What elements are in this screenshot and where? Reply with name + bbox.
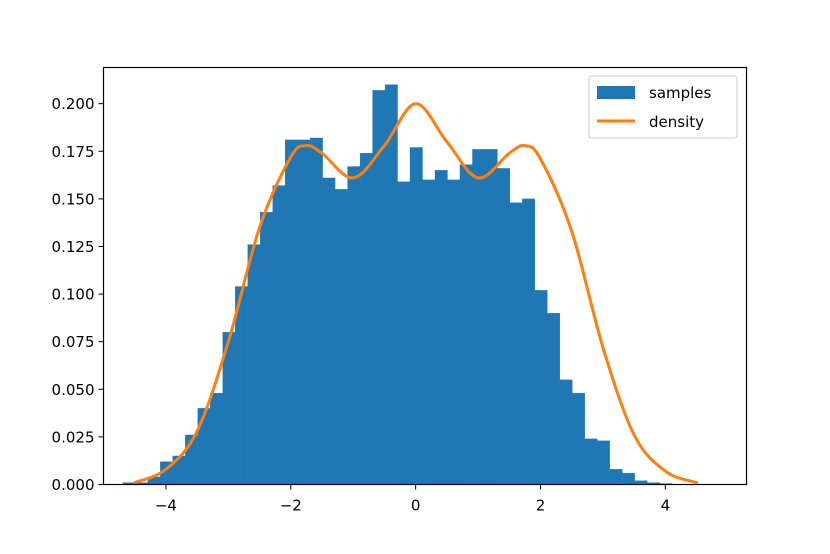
histogram-bars — [122, 84, 673, 485]
density-line — [133, 102, 699, 485]
legend: samples density — [588, 75, 738, 139]
histogram-bar — [472, 149, 486, 485]
histogram-bar — [597, 440, 610, 485]
histogram-bar — [235, 286, 248, 485]
y-tick-label: 0.150 — [52, 190, 95, 208]
histogram-bar — [534, 290, 548, 485]
histogram-bar — [509, 202, 523, 485]
y-tick-label: 0.025 — [52, 428, 95, 446]
y-tick-label: 0.125 — [52, 238, 95, 256]
y-tick-label: 0.050 — [52, 381, 95, 399]
histogram-bar — [322, 177, 336, 485]
histogram-bar — [459, 164, 473, 485]
histogram-bar — [247, 244, 261, 485]
histogram-bar — [422, 179, 436, 485]
histogram-bar — [497, 168, 511, 485]
histogram-bar — [447, 179, 461, 485]
y-tick-label: 0.000 — [52, 476, 95, 494]
x-tick-label: 4 — [661, 497, 671, 515]
histogram-bar — [622, 472, 635, 485]
histogram-bar — [285, 139, 298, 485]
x-tick-label: 2 — [536, 497, 546, 515]
y-axis-ticks: 0.000 0.025 0.050 0.075 0.100 0.125 0.150 0.175… — [52, 95, 104, 494]
histogram-bar — [522, 198, 536, 485]
histogram-bar — [347, 166, 361, 485]
histogram-bar — [409, 147, 423, 485]
x-tick-label: −4 — [155, 497, 177, 515]
histogram-bar — [547, 312, 560, 485]
histogram-bar — [609, 469, 623, 485]
histogram-bar — [484, 149, 498, 485]
histogram-bar — [584, 438, 598, 485]
histogram-bar — [197, 408, 211, 485]
histogram-bar — [434, 170, 448, 485]
plot-area-frame — [102, 66, 748, 486]
histogram-bar — [297, 139, 311, 485]
histogram-bar — [334, 189, 348, 485]
histogram-bar — [559, 379, 573, 485]
histogram-bar — [359, 153, 373, 485]
histogram-bar — [397, 181, 411, 485]
y-tick-label: 0.175 — [52, 143, 95, 161]
x-axis-ticks: −4 −2 0 2 4 — [155, 484, 671, 515]
x-tick-label: −2 — [280, 497, 302, 515]
histogram-bar — [272, 185, 286, 485]
legend-samples-label: samples — [649, 84, 712, 102]
legend-samples-swatch — [597, 86, 635, 99]
histogram-bar — [260, 212, 273, 485]
histogram-bar — [210, 392, 223, 485]
y-tick-label: 0.075 — [52, 333, 95, 351]
y-tick-label: 0.200 — [52, 95, 95, 113]
legend-density-label: density — [649, 113, 704, 131]
x-tick-label: 0 — [411, 497, 421, 515]
histogram-bar — [309, 137, 323, 485]
histogram-bar — [572, 392, 585, 485]
y-tick-label: 0.100 — [52, 286, 95, 304]
